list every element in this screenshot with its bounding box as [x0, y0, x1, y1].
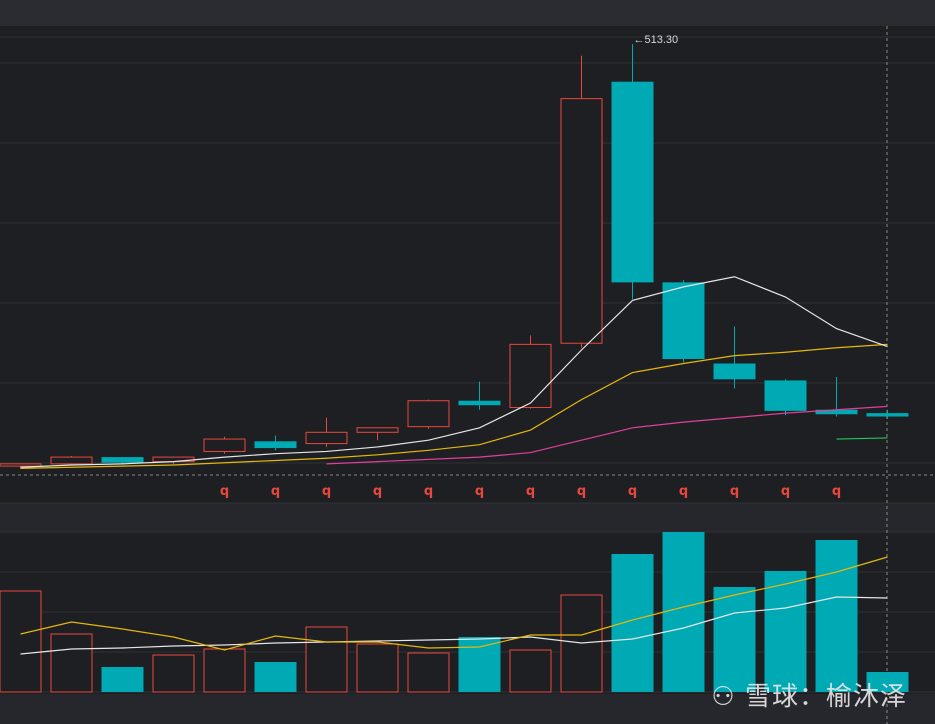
signal-marker: q: [271, 484, 280, 499]
volume-bar-up: [0, 590, 42, 693]
panel-separator: [0, 503, 935, 532]
volume-ma-yellow-line: [20, 556, 888, 651]
candle-body-down: [611, 81, 654, 283]
candle-body-down: [764, 380, 807, 411]
candle-body-up: [0, 463, 42, 467]
volume-bar-up: [509, 649, 552, 693]
high-price-label: ←513.30: [634, 34, 679, 46]
candle-body-down: [101, 457, 144, 463]
signal-marker: q: [373, 484, 382, 499]
ma60-line: [836, 437, 888, 440]
candle-body-down: [254, 441, 297, 449]
volume-bar-down: [866, 672, 909, 692]
candle-body-up: [560, 98, 603, 344]
top-toolbar: [0, 0, 935, 26]
ma10-line: [20, 343, 888, 469]
signal-marker: q: [832, 484, 841, 499]
volume-bar-down: [662, 532, 705, 692]
volume-ma-white-line: [20, 596, 888, 655]
candle-body-down: [458, 400, 501, 406]
watermark-text: 雪球：榆沐泽: [744, 682, 907, 712]
candle-body-up: [50, 456, 93, 465]
signal-marker: q: [220, 484, 229, 499]
volume-bar-up: [203, 648, 246, 693]
snowball-logo-icon: ⚇: [711, 682, 736, 712]
signal-marker: q: [577, 484, 586, 499]
candle-body-up: [509, 343, 552, 408]
volume-bar-down: [611, 554, 654, 692]
signal-marker: q: [526, 484, 535, 499]
candle-body-down: [662, 282, 705, 360]
signal-marker: q: [628, 484, 637, 499]
volume-bar-up: [50, 633, 93, 693]
bottom-bar: [0, 694, 935, 724]
volume-bar-up: [305, 626, 348, 693]
candle-body-down: [713, 363, 756, 380]
candle-body-up: [356, 427, 399, 433]
volume-bar-up: [407, 652, 450, 693]
candle-body-down: [815, 409, 858, 415]
volume-bar-up: [152, 654, 195, 693]
volume-bar-down: [815, 540, 858, 692]
candle-body-up: [407, 400, 450, 428]
candle-body-up: [203, 438, 246, 452]
signal-marker: q: [679, 484, 688, 499]
signal-marker: q: [424, 484, 433, 499]
volume-bar-down: [764, 571, 807, 692]
signal-marker: q: [730, 484, 739, 499]
signal-marker: q: [322, 484, 331, 499]
candle-body-down: [866, 413, 909, 417]
ma5-line: [20, 276, 888, 468]
ma20-line: [326, 405, 888, 465]
watermark: ⚇ 雪球：榆沐泽: [711, 676, 907, 713]
signal-marker: q: [475, 484, 484, 499]
volume-bar-down: [458, 637, 501, 692]
signal-marker: q: [781, 484, 790, 499]
volume-bar-down: [101, 667, 144, 692]
candle-body-up: [305, 431, 348, 445]
volume-bar-down: [713, 587, 756, 692]
volume-bar-up: [356, 643, 399, 693]
volume-bar-down: [254, 662, 297, 692]
